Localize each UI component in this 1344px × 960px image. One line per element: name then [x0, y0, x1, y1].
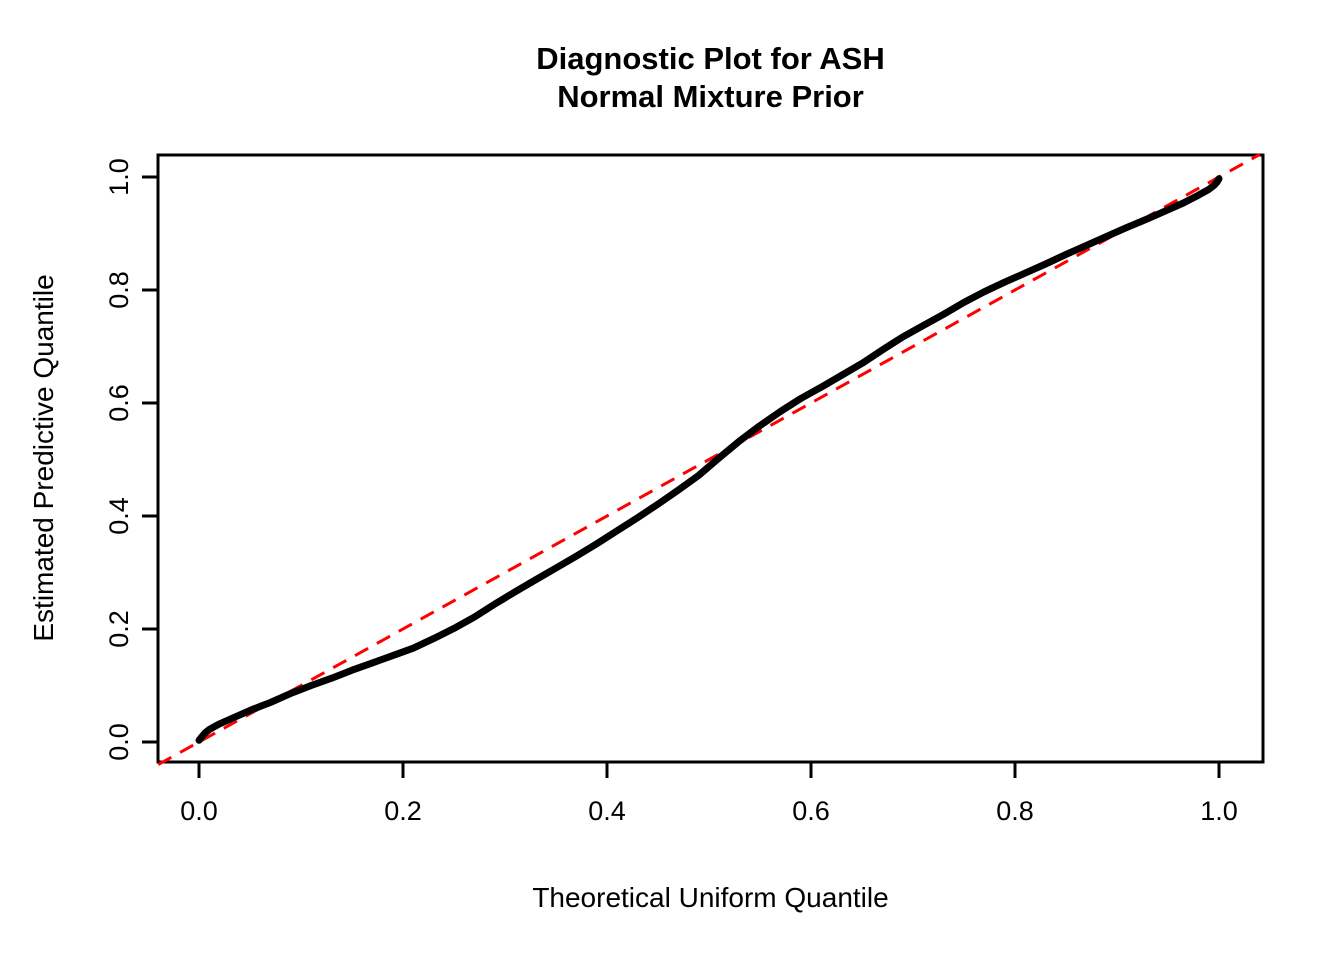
- x-axis-title: Theoretical Uniform Quantile: [532, 882, 889, 913]
- axis-tick-marks: [142, 175, 1221, 778]
- y-tick-label: 0.8: [104, 271, 134, 309]
- x-tick-label: 0.8: [996, 796, 1034, 826]
- x-tick-label: 0.0: [180, 796, 218, 826]
- plot-title-line-2: Normal Mixture Prior: [557, 79, 864, 114]
- plot-title-line-1: Diagnostic Plot for ASH: [536, 41, 885, 76]
- quantile-curve: [195, 175, 1223, 744]
- y-tick-label: 0.4: [104, 497, 134, 535]
- y-axis-title: Estimated Predictive Quantile: [28, 274, 59, 642]
- axis-tick-labels: 0.0 0.2 0.4 0.6 0.8 1.0 0.0 0.2 0.4 0.6 0.8 1.0: [104, 158, 1238, 826]
- x-tick-label: 0.6: [792, 796, 830, 826]
- plot-title: Diagnostic Plot for ASH Normal Mixture P…: [158, 40, 1263, 116]
- x-tick-label: 0.2: [384, 796, 422, 826]
- y-tick-label: 0.2: [104, 610, 134, 648]
- plot-frame: [156, 153, 1265, 764]
- y-tick-label: 0.6: [104, 384, 134, 422]
- x-tick-label: 1.0: [1200, 796, 1238, 826]
- y-tick-label: 1.0: [104, 158, 134, 196]
- identity-reference-line: [157, 153, 1261, 766]
- x-tick-label: 0.4: [588, 796, 626, 826]
- y-tick-label: 0.0: [104, 723, 134, 761]
